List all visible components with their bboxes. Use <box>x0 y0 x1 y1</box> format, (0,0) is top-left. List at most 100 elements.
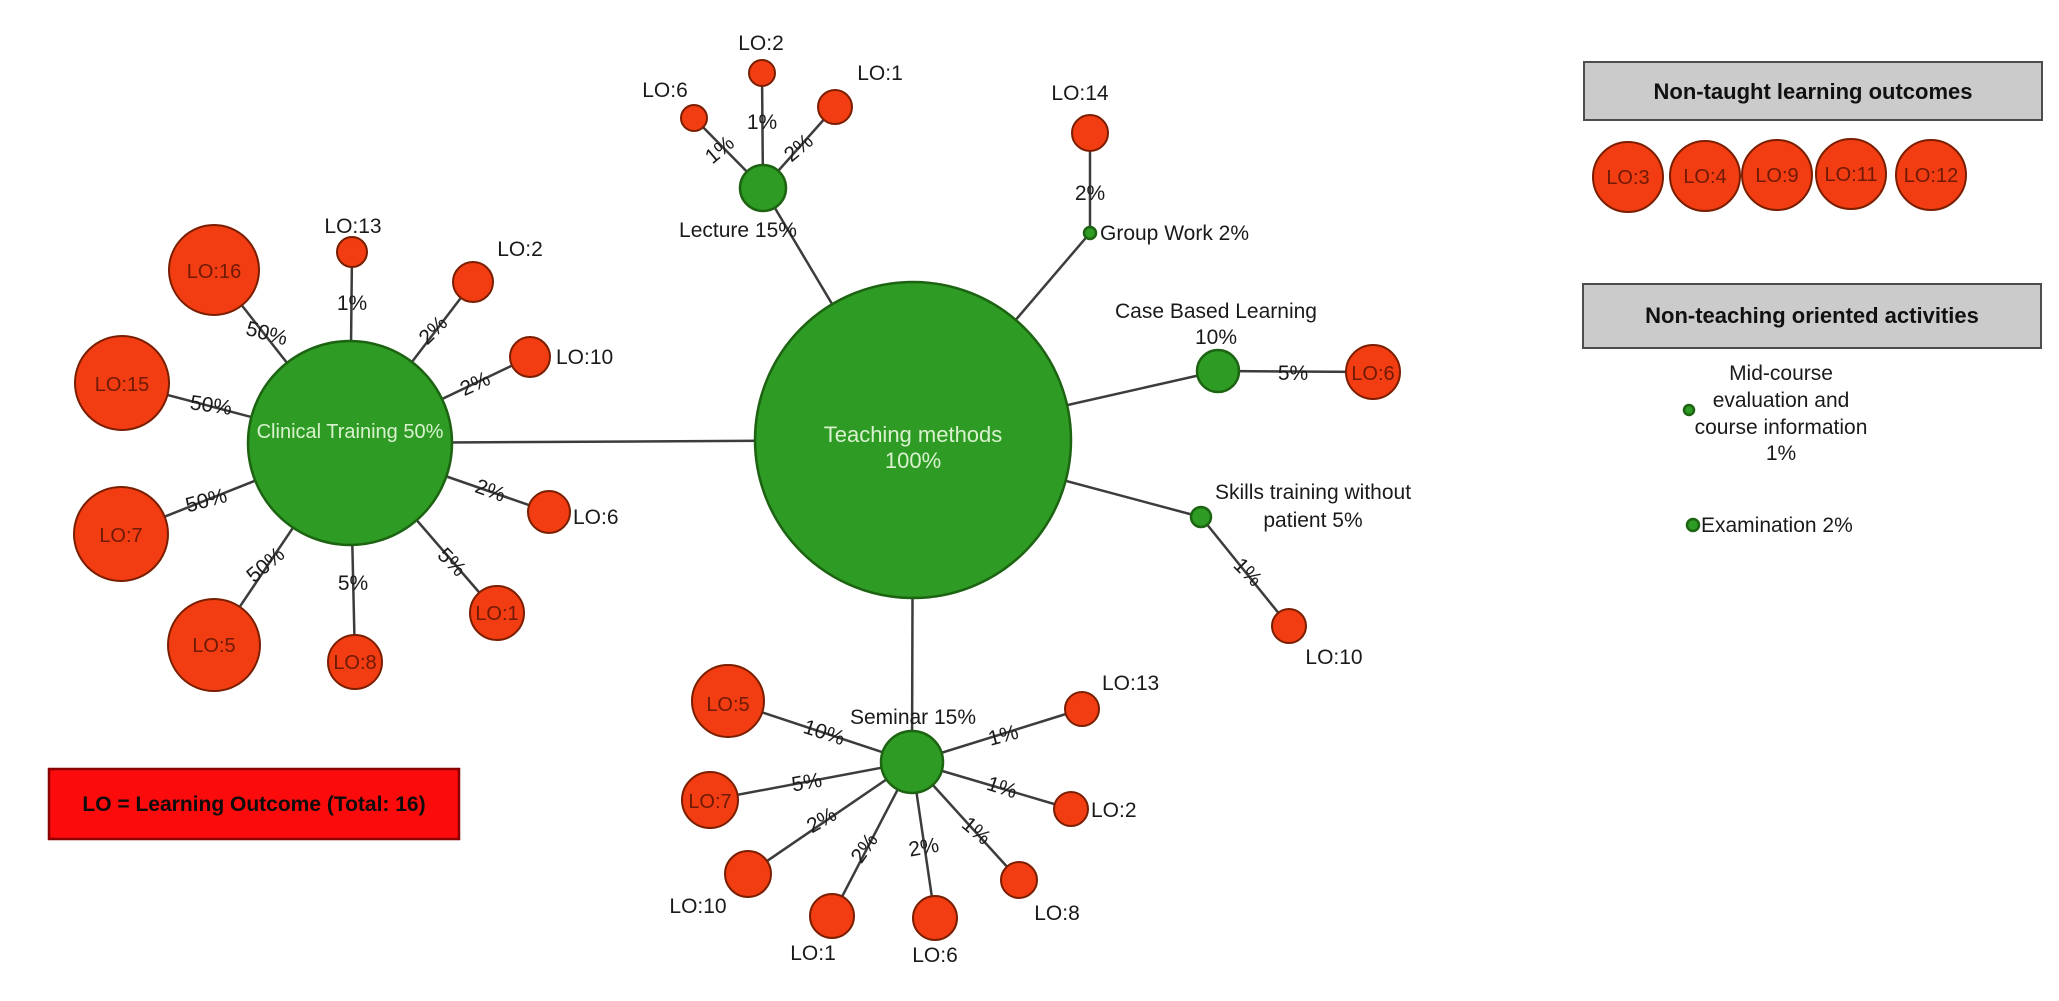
clinical-lo1-label: LO:1 <box>475 603 518 625</box>
seminar-lo2-label: LO:2 <box>1091 799 1137 822</box>
seminar-label: Seminar 15% <box>850 706 976 729</box>
clinical-lo5-label: LO:5 <box>192 635 235 657</box>
teaching-methods-label: Teaching methods <box>824 422 1003 447</box>
node-seminar-lo6 <box>912 895 958 941</box>
case-based-label-line2: 10% <box>1195 326 1237 349</box>
node-seminar-lo8 <box>1000 861 1038 899</box>
edge-skills-lo10 <box>1200 516 1290 627</box>
node-lecture-lo2 <box>748 59 776 87</box>
node-seminar <box>879 729 945 795</box>
node-clinical-lo13 <box>336 236 368 268</box>
non-taught-lo12-label: LO:12 <box>1904 165 1958 187</box>
note-text: LO = Learning Outcome (Total: 16) <box>82 793 425 816</box>
case-based-label-line1: Case Based Learning <box>1115 300 1317 323</box>
non-taught-panel: Non-taught learning outcomes LO:3 LO:4 L… <box>1583 61 2043 213</box>
seminar-lo2-pct: 1% <box>984 772 1020 803</box>
lecture-label: Lecture 15% <box>679 219 797 242</box>
node-clinical-lo15 <box>74 335 170 431</box>
clinical-lo8-pct: 5% <box>338 572 368 595</box>
seminar-lo7-pct: 5% <box>790 769 824 797</box>
seminar-lo1-pct: 2% <box>847 829 883 867</box>
seminar-lo7-label: LO:7 <box>688 791 731 813</box>
seminar-lo13-label: LO:13 <box>1102 672 1159 695</box>
node-clinical-training <box>246 339 454 547</box>
node-seminar-lo7 <box>681 771 739 829</box>
seminar-lo8-label: LO:8 <box>1034 902 1080 925</box>
group-work-label: Group Work 2% <box>1100 222 1249 245</box>
node-seminar-lo2 <box>1053 791 1089 827</box>
non-taught-lo3-label: LO:3 <box>1606 167 1649 189</box>
node-group-work <box>1082 225 1098 241</box>
lecture-lo1-label: LO:1 <box>857 62 903 85</box>
seminar-lo13-pct: 1% <box>986 721 1021 751</box>
node-clinical-lo7 <box>73 486 169 582</box>
node-clinical-lo8 <box>327 634 383 690</box>
node-teaching-methods <box>753 280 1073 600</box>
nodes <box>73 59 1401 941</box>
non-taught-header-box <box>1583 61 2043 121</box>
clinical-lo6-label: LO:6 <box>573 506 619 529</box>
lecture-lo2-pct: 1% <box>747 111 777 134</box>
lecture-lo2-label: LO:2 <box>738 32 784 55</box>
examination-label: Examination 2% <box>1701 514 1853 537</box>
clinical-lo13-pct: 1% <box>337 292 367 315</box>
midcourse-line2: evaluation and <box>1713 389 1850 412</box>
seminar-lo5-pct: 10% <box>800 715 847 750</box>
node-seminar-lo13 <box>1064 691 1100 727</box>
midcourse-line3: course information <box>1695 416 1868 439</box>
edge-seminar-lo7 <box>709 760 913 802</box>
examination-dot <box>1685 517 1701 533</box>
midcourse-line1: Mid-course <box>1729 362 1833 385</box>
clinical-lo7-label: LO:7 <box>99 525 142 547</box>
teaching-methods-pct: 100% <box>885 448 941 473</box>
clinical-lo10-label: LO:10 <box>556 346 613 369</box>
skills-lo10-label: LO:10 <box>1305 646 1362 669</box>
seminar-lo6-label: LO:6 <box>912 944 958 967</box>
node-clinical-lo6 <box>527 490 571 534</box>
clinical-lo13-label: LO:13 <box>324 215 381 238</box>
non-taught-lo9-circle <box>1741 139 1813 211</box>
lecture-lo6-pct: 1% <box>701 131 739 168</box>
non-teaching-header-box <box>1582 283 2042 349</box>
node-skills-lo10 <box>1271 608 1307 644</box>
clinical-lo6-pct: 2% <box>472 475 508 507</box>
non-taught-lo9-label: LO:9 <box>1755 165 1798 187</box>
non-taught-lo12-circle <box>1895 139 1967 211</box>
node-lecture <box>738 163 788 213</box>
seminar-lo1-label: LO:1 <box>790 942 836 965</box>
lecture-lo6-label: LO:6 <box>642 79 688 102</box>
edge-seminar-lo10 <box>747 760 913 876</box>
node-seminar-lo10 <box>724 850 772 898</box>
node-clinical-lo5 <box>167 598 261 692</box>
clinical-lo7-pct: 50% <box>183 484 230 517</box>
clinical-lo15-label: LO:15 <box>95 374 149 396</box>
clinical-lo10-pct: 2% <box>457 367 494 401</box>
casebased-lo6-label: LO:6 <box>1351 363 1394 385</box>
node-lecture-lo1 <box>817 89 853 125</box>
clinical-training-label: Clinical Training 50% <box>257 421 444 443</box>
clinical-lo15-pct: 50% <box>188 391 233 420</box>
node-case-based-learning <box>1195 348 1241 394</box>
non-teaching-title: Non-teaching oriented activities <box>1645 303 1979 328</box>
seminar-lo10-label: LO:10 <box>669 895 726 918</box>
non-taught-lo3-circle <box>1592 141 1664 213</box>
non-teaching-panel: Non-teaching oriented activities Mid-cou… <box>1582 283 2042 537</box>
midcourse-dot <box>1682 403 1696 417</box>
clinical-lo5-pct: 50% <box>242 543 289 588</box>
node-clinical-lo1 <box>469 585 525 641</box>
seminar-lo5-label: LO:5 <box>706 694 749 716</box>
clinical-lo2-label: LO:2 <box>497 238 543 261</box>
non-taught-lo11-circle <box>1815 138 1887 210</box>
groupwork-lo14-label: LO:14 <box>1051 82 1109 105</box>
casebased-lo6-pct: 5% <box>1278 362 1308 385</box>
node-groupwork-lo14 <box>1071 114 1109 152</box>
node-clinical-lo10 <box>509 336 551 378</box>
node-clinical-lo16 <box>168 224 260 316</box>
note-box <box>47 767 461 841</box>
node-seminar-lo5 <box>691 664 765 738</box>
clinical-lo16-pct: 50% <box>243 317 290 350</box>
non-taught-lo11-label: LO:11 <box>1825 164 1878 186</box>
clinical-lo16-label: LO:16 <box>187 261 241 283</box>
